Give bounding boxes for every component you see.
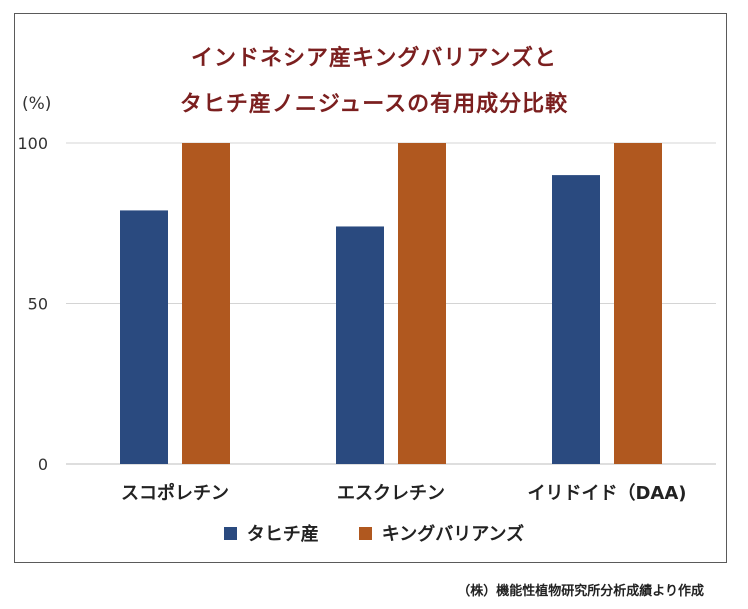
legend-label-tahiti: タヒチ産 [246,524,319,545]
legend-swatch-king-varians [358,526,372,540]
bar-tahiti-1 [336,226,384,464]
bar-tahiti-0 [120,210,168,464]
y-axis-unit-label: (%) [22,94,52,114]
x-tick-label-1: エスクレチン [337,483,445,504]
legend-item-tahiti: タヒチ産 [223,520,319,546]
legend-label-king-varians: キングバリアンズ [381,524,525,545]
chart-title-line1: インドネシア産キングバリアンズと [190,46,558,71]
y-tick-label-0: 0 [38,455,48,474]
source-note: （株）機能性植物研究所分析成績より作成 [457,584,704,599]
bar-tahiti-2 [552,175,600,464]
legend-swatch-tahiti [223,526,237,540]
bar-king-varians-2 [614,143,662,464]
y-tick-label-50: 50 [28,295,48,314]
x-tick-label-2: イリドイド（DAA) [527,483,686,504]
legend: タヒチ産 キングバリアンズ [0,520,748,546]
legend-item-king-varians: キングバリアンズ [358,520,525,546]
bar-king-varians-1 [398,143,446,464]
y-tick-label-100: 100 [17,134,48,153]
chart-title-line2: タヒチ産ノニジュースの有用成分比較 [179,92,569,117]
x-tick-label-0: スコポレチン [121,482,229,504]
bar-king-varians-0 [182,143,230,464]
